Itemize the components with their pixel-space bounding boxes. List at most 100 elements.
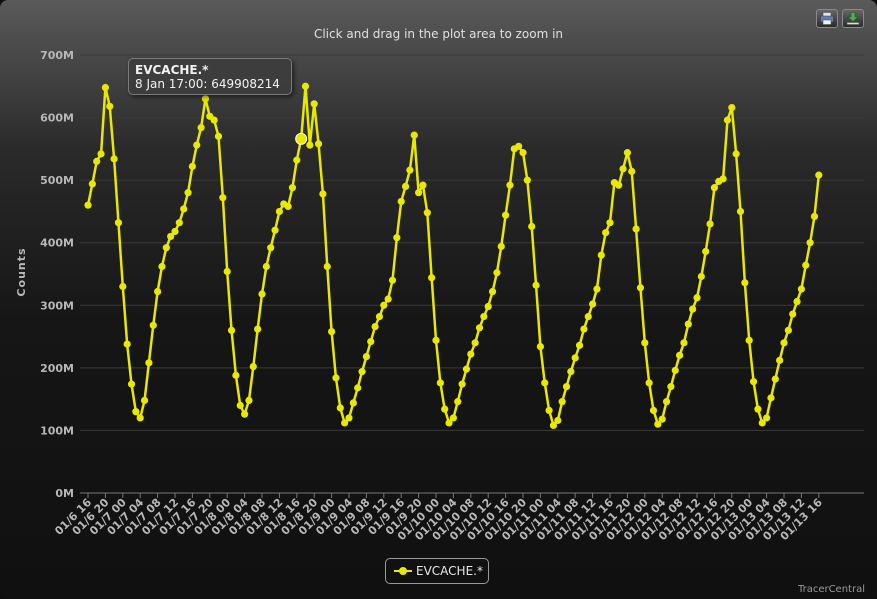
- data-point[interactable]: [528, 222, 536, 231]
- data-point[interactable]: [406, 166, 414, 174]
- data-point[interactable]: [97, 150, 105, 158]
- data-point[interactable]: [167, 232, 175, 241]
- data-point[interactable]: [484, 302, 492, 311]
- data-point[interactable]: [593, 285, 601, 293]
- data-point[interactable]: [219, 194, 227, 202]
- data-point[interactable]: [180, 205, 188, 213]
- data-point[interactable]: [136, 414, 144, 422]
- data-point[interactable]: [341, 419, 349, 427]
- data-point[interactable]: [367, 337, 375, 346]
- data-point[interactable]: [432, 336, 440, 344]
- data-point[interactable]: [336, 404, 344, 412]
- data-point[interactable]: [210, 116, 218, 124]
- data-point[interactable]: [684, 320, 692, 328]
- data-point[interactable]: [806, 239, 814, 247]
- data-point[interactable]: [536, 342, 545, 351]
- data-point[interactable]: [545, 406, 553, 415]
- data-point[interactable]: [771, 375, 779, 383]
- data-point[interactable]: [763, 414, 771, 422]
- legend-item-evcache[interactable]: EVCACHE.*: [416, 564, 483, 578]
- data-point[interactable]: [258, 290, 266, 298]
- data-point[interactable]: [562, 383, 571, 391]
- data-point[interactable]: [393, 234, 401, 242]
- data-point[interactable]: [223, 267, 231, 276]
- data-point[interactable]: [658, 415, 666, 423]
- data-point[interactable]: [780, 339, 788, 347]
- data-point[interactable]: [815, 171, 823, 179]
- data-point[interactable]: [645, 379, 653, 387]
- data-point[interactable]: [158, 262, 166, 271]
- data-point[interactable]: [227, 326, 236, 334]
- data-point[interactable]: [267, 244, 275, 252]
- data-point[interactable]: [589, 300, 597, 308]
- data-point[interactable]: [532, 281, 540, 289]
- data-point[interactable]: [654, 420, 662, 428]
- data-point[interactable]: [436, 379, 444, 387]
- data-point[interactable]: [541, 379, 549, 387]
- data-point[interactable]: [354, 384, 362, 392]
- data-point[interactable]: [502, 211, 510, 219]
- data-point[interactable]: [702, 247, 710, 256]
- data-point[interactable]: [154, 287, 162, 296]
- data-point[interactable]: [197, 123, 205, 132]
- data-point[interactable]: [793, 297, 801, 306]
- data-point[interactable]: [519, 149, 527, 157]
- data-point[interactable]: [789, 310, 797, 318]
- data-point[interactable]: [314, 140, 323, 148]
- series-evcache[interactable]: [84, 82, 823, 430]
- data-point[interactable]: [732, 150, 740, 158]
- data-point[interactable]: [415, 189, 423, 197]
- data-point[interactable]: [328, 327, 336, 336]
- data-point[interactable]: [497, 242, 505, 251]
- credits-link[interactable]: TracerCentral: [797, 584, 865, 595]
- data-point[interactable]: [88, 180, 96, 188]
- print-button[interactable]: [816, 9, 838, 28]
- data-point[interactable]: [288, 184, 297, 192]
- data-point[interactable]: [388, 276, 397, 284]
- data-point[interactable]: [284, 202, 292, 211]
- data-point[interactable]: [301, 82, 310, 90]
- data-point[interactable]: [671, 366, 679, 374]
- legend[interactable]: EVCACHE.*: [385, 558, 489, 584]
- data-point[interactable]: [471, 339, 479, 347]
- data-point[interactable]: [758, 419, 766, 427]
- data-point[interactable]: [810, 212, 819, 221]
- data-point[interactable]: [449, 414, 457, 422]
- data-point[interactable]: [606, 219, 614, 227]
- data-point[interactable]: [245, 396, 253, 404]
- data-point[interactable]: [741, 279, 749, 287]
- data-point[interactable]: [275, 207, 283, 216]
- data-point[interactable]: [515, 142, 523, 150]
- data-point[interactable]: [506, 181, 514, 189]
- data-point[interactable]: [236, 401, 244, 409]
- data-point[interactable]: [584, 312, 592, 321]
- data-point[interactable]: [397, 197, 405, 206]
- data-point[interactable]: [145, 359, 153, 367]
- data-point[interactable]: [232, 371, 240, 379]
- data-point[interactable]: [380, 301, 388, 309]
- data-point[interactable]: [493, 269, 501, 277]
- data-point[interactable]: [401, 182, 410, 190]
- data-point[interactable]: [488, 287, 497, 296]
- data-point[interactable]: [710, 184, 719, 192]
- data-point[interactable]: [332, 374, 340, 382]
- data-point[interactable]: [554, 416, 562, 425]
- data-point[interactable]: [462, 365, 471, 373]
- data-point[interactable]: [445, 419, 453, 427]
- data-point[interactable]: [93, 157, 101, 165]
- data-point[interactable]: [523, 176, 531, 184]
- data-point[interactable]: [188, 162, 196, 170]
- data-point[interactable]: [549, 421, 558, 430]
- data-point[interactable]: [558, 398, 566, 406]
- data-point[interactable]: [458, 380, 466, 388]
- data-point[interactable]: [132, 408, 140, 416]
- data-point[interactable]: [423, 209, 431, 217]
- data-point[interactable]: [802, 261, 810, 269]
- data-point[interactable]: [149, 321, 157, 329]
- data-point[interactable]: [632, 225, 640, 233]
- data-point[interactable]: [719, 175, 727, 183]
- data-point[interactable]: [754, 405, 762, 413]
- data-point[interactable]: [575, 341, 584, 349]
- data-point[interactable]: [201, 95, 210, 103]
- data-point[interactable]: [214, 132, 223, 140]
